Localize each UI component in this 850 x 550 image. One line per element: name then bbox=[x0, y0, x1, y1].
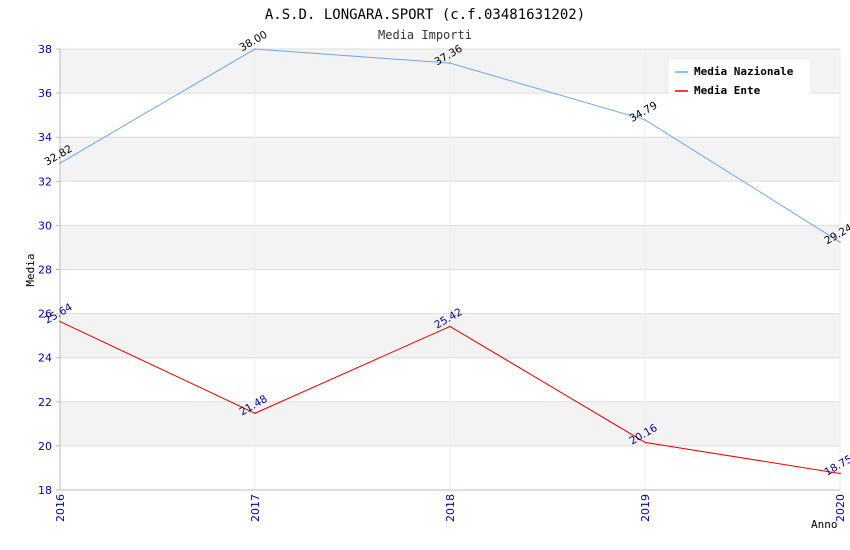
grid-lines bbox=[60, 48, 841, 491]
data-point bbox=[644, 118, 646, 121]
data-label: 18.75 bbox=[822, 453, 850, 478]
data-point bbox=[449, 325, 451, 328]
y-tick-label: 36 bbox=[38, 87, 52, 100]
x-axis-ticks: 2016 2017 2018 2019 2020 bbox=[54, 494, 847, 522]
data-label: 34.79 bbox=[627, 99, 659, 124]
data-point bbox=[59, 162, 61, 165]
x-tick-label: 2020 bbox=[834, 494, 847, 522]
y-tick-label: 22 bbox=[38, 396, 52, 409]
y-tick-label: 38 bbox=[38, 43, 52, 56]
data-point bbox=[254, 412, 256, 415]
series-lines bbox=[59, 48, 841, 475]
legend: Media Nazionale Media Ente bbox=[669, 60, 810, 98]
data-point bbox=[254, 48, 256, 50]
legend-box bbox=[669, 60, 810, 98]
x-tick-label: 2018 bbox=[444, 494, 457, 522]
data-point bbox=[839, 241, 841, 243]
data-point bbox=[449, 62, 451, 64]
data-point bbox=[59, 320, 61, 323]
y-tick-label: 18 bbox=[38, 484, 52, 497]
y-tick-label: 24 bbox=[38, 352, 52, 365]
y-axis-ticks: 18 20 22 24 26 28 30 32 34 36 38 bbox=[38, 43, 60, 497]
y-tick-label: 34 bbox=[38, 131, 52, 144]
y-axis-label: Media bbox=[24, 253, 37, 286]
y-tick-label: 26 bbox=[38, 308, 52, 321]
y-tick-label: 28 bbox=[38, 264, 52, 277]
x-tick-label: 2019 bbox=[639, 494, 652, 522]
data-point bbox=[839, 472, 841, 475]
x-tick-label: 2016 bbox=[54, 494, 67, 522]
y-tick-label: 30 bbox=[38, 219, 52, 232]
data-point bbox=[644, 441, 646, 444]
x-tick-label: 2017 bbox=[249, 494, 262, 522]
chart-subtitle: Media Importi bbox=[378, 28, 472, 42]
legend-label-media-ente: Media Ente bbox=[694, 84, 761, 97]
y-tick-label: 32 bbox=[38, 175, 52, 188]
y-tick-label: 20 bbox=[38, 440, 52, 453]
chart-title: A.S.D. LONGARA.SPORT (c.f.03481631202) bbox=[265, 7, 585, 23]
x-axis-label: Anno bbox=[811, 518, 838, 531]
legend-label-media-nazionale: Media Nazionale bbox=[694, 65, 794, 78]
